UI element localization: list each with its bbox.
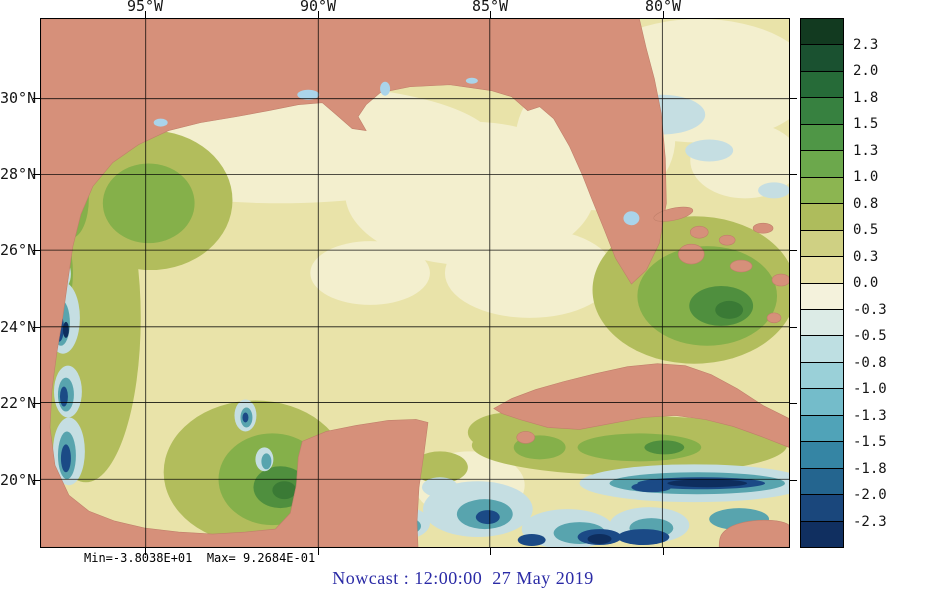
negative-anomaly-extreme-layer	[62, 321, 748, 545]
lat-label-24n: 24°N	[0, 318, 37, 336]
axis-tick-bottom	[318, 548, 319, 555]
lat-label-30n: 30°N	[0, 89, 37, 107]
land-mainland-mexico-yucatan-florida	[41, 19, 667, 547]
axis-tick-top	[145, 11, 146, 18]
lon-label-90w: 90°W	[299, 0, 337, 15]
colorbar-segment	[801, 98, 843, 125]
axis-tick-right	[790, 98, 797, 99]
colorbar	[800, 18, 844, 548]
colorbar-segment	[801, 442, 843, 469]
axis-tick-left	[33, 327, 40, 328]
colorbar-tick-label: 0.8	[853, 196, 879, 212]
axis-tick-left	[33, 250, 40, 251]
lon-label-80w: 80°W	[644, 0, 682, 15]
land-bahamas	[653, 206, 789, 324]
colorbar-segment	[801, 204, 843, 231]
axis-tick-bottom	[145, 548, 146, 555]
colorbar-segment	[801, 309, 843, 337]
colorbar-segment	[801, 521, 843, 548]
axis-tick-right	[790, 174, 797, 175]
lakes-layer	[153, 77, 640, 226]
axis-tick-left	[33, 480, 40, 481]
colorbar-tick-label: -1.0	[853, 381, 887, 397]
colorbar-segment	[801, 151, 843, 178]
lat-label-20n: 20°N	[0, 471, 37, 489]
sea-field-svg	[41, 19, 789, 547]
colorbar-segment	[801, 415, 843, 443]
colorbar-tick-label: -1.8	[853, 461, 887, 477]
land-jamaica	[718, 519, 789, 547]
axis-tick-right	[790, 250, 797, 251]
lat-label-26n: 26°N	[0, 241, 37, 259]
axis-tick-bottom	[490, 548, 491, 555]
lon-label-95w: 95°W	[126, 0, 164, 15]
colorbar-segment	[801, 362, 843, 390]
positive-anomaly-peak-layer	[272, 300, 744, 500]
axis-tick-right	[790, 327, 797, 328]
land-layer	[41, 19, 789, 547]
axis-tick-top	[490, 11, 491, 18]
lat-label-28n: 28°N	[0, 165, 37, 183]
lat-label-22n: 22°N	[0, 394, 37, 412]
colorbar-tick-label: -1.5	[853, 434, 887, 450]
axis-tick-bottom	[663, 548, 664, 555]
colorbar-tick-label: -0.3	[853, 302, 887, 318]
colorbar-tick-label: 0.0	[853, 275, 879, 291]
colorbar-tick-label: 1.5	[853, 116, 879, 132]
colorbar-segment	[801, 124, 843, 152]
colorbar-segment	[801, 230, 843, 258]
minmax-text: Min=-3.8038E+01 Max= 9.2684E-01	[84, 551, 316, 565]
colorbar-segment	[801, 45, 843, 72]
colorbar-tick-label: -1.3	[853, 408, 887, 424]
colorbar-segment	[801, 389, 843, 416]
colorbar-tick-label: 1.8	[853, 90, 879, 106]
colorbar-tick-label: 0.5	[853, 222, 879, 238]
axis-tick-left	[33, 98, 40, 99]
lon-label-85w: 85°W	[471, 0, 509, 15]
colorbar-tick-label: 0.3	[853, 249, 879, 265]
axis-tick-top	[318, 11, 319, 18]
colorbar-tick-label: -0.8	[853, 355, 887, 371]
land-isla-juventud	[516, 431, 535, 444]
caption-text: Nowcast : 12:00:00 27 May 2019	[332, 568, 594, 588]
colorbar-segment	[801, 283, 843, 310]
colorbar-tick-label: 2.0	[853, 63, 879, 79]
colorbar-segment	[801, 495, 843, 522]
colorbar-tick-label: -0.5	[853, 328, 887, 344]
axis-tick-top	[663, 11, 664, 18]
colorbar-segment	[801, 177, 843, 205]
axis-tick-right	[790, 480, 797, 481]
colorbar-segment	[801, 468, 843, 496]
colorbar-segment	[801, 257, 843, 284]
colorbar-tick-label: -2.3	[853, 514, 887, 530]
axis-tick-right	[790, 403, 797, 404]
colorbar-tick-label: 2.3	[853, 37, 879, 53]
land-cuba	[493, 363, 789, 448]
axis-tick-left	[33, 174, 40, 175]
colorbar-segment	[801, 71, 843, 99]
colorbar-segment	[801, 336, 843, 363]
map-frame	[40, 18, 790, 548]
gridlines-layer	[41, 19, 789, 547]
colorbar-segment	[801, 19, 843, 46]
colorbar-tick-label: 1.3	[853, 143, 879, 159]
colorbar-tick-label: 1.0	[853, 169, 879, 185]
axis-tick-left	[33, 403, 40, 404]
colorbar-tick-label: -2.0	[853, 487, 887, 503]
